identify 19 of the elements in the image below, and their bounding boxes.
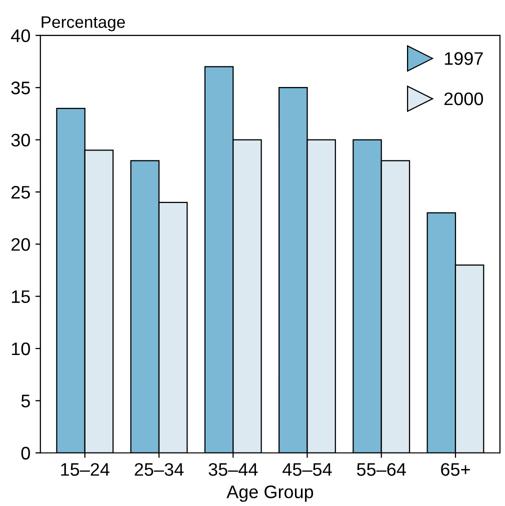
legend-label: 2000 — [444, 92, 483, 106]
x-tick-label: 15–24 — [61, 463, 110, 476]
y-tick-label: 15 — [12, 290, 30, 304]
y-tick-label: 30 — [11, 134, 30, 147]
x-tick-label: 45–54 — [282, 463, 332, 476]
x-tick-label: 25–34 — [134, 463, 184, 476]
y-tick-label: 5 — [21, 394, 30, 408]
y-tick-label: 40 — [11, 29, 30, 42]
x-axis-title: Age Group — [226, 485, 314, 502]
legend-label: 1997 — [444, 52, 483, 65]
y-tick-label: 0 — [21, 446, 30, 460]
y-tick-label: 20 — [12, 238, 30, 251]
x-tick-label: 65+ — [441, 463, 470, 476]
x-tick-label: 35–44 — [208, 463, 258, 476]
x-tick-label: 55–64 — [356, 463, 406, 476]
y-tick-label: 10 — [12, 342, 30, 356]
y-tick-label: 35 — [11, 82, 30, 94]
y-tick-label: 25 — [12, 186, 30, 199]
y-axis-title: Percentage — [42, 16, 125, 32]
